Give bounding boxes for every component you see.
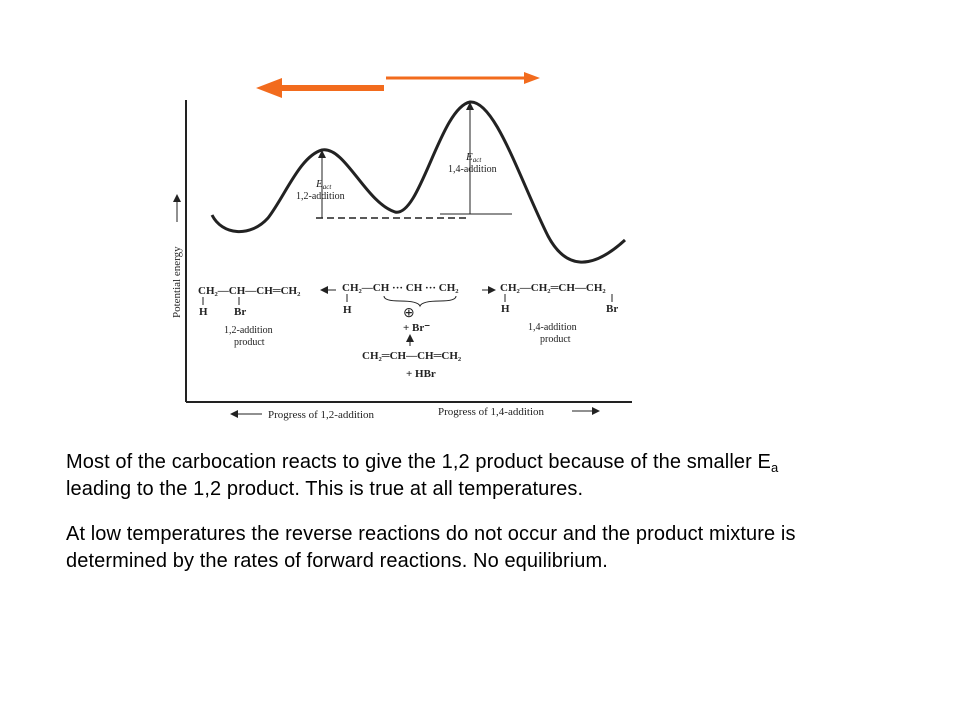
x-axis-right-label: Progress of 1,4-addition	[438, 406, 545, 418]
product-14-br: Br	[606, 303, 618, 315]
product-14-label-2: product	[540, 334, 571, 345]
explanation-paragraph-1: Most of the carbocation reacts to give t…	[66, 449, 846, 503]
reactant-formula: CH₂═CH—CH═CH₂	[362, 350, 462, 362]
bromide-ion: + Br⁻	[403, 322, 430, 334]
product-12-label-2: product	[234, 337, 265, 348]
product-14-formula: CH₂—CH₂═CH—CH₂	[500, 282, 606, 294]
product-12-h: H	[199, 306, 208, 318]
energy-curve	[210, 100, 627, 264]
reactant-hbr: + HBr	[406, 368, 436, 380]
para1-text-a: Most of the carbocation reacts to give t…	[66, 451, 771, 473]
y-axis-label: Potential energy	[171, 246, 183, 318]
barrier-12-label: 1,2-addition	[296, 191, 345, 202]
product-12-br: Br	[234, 306, 246, 318]
reverse-arrow	[256, 78, 384, 98]
product-14-h: H	[501, 303, 510, 315]
para1-text-b: leading to the 1,2 product. This is true…	[66, 478, 584, 500]
forward-arrow	[386, 72, 540, 84]
resonance-brace	[383, 295, 457, 308]
eact-14-symbol: Eact	[465, 151, 482, 164]
carbocation-formula: CH₂—CH ··· CH ··· CH₂	[342, 282, 459, 294]
product-12-formula: CH₂—CH—CH═CH₂	[198, 285, 301, 297]
carbocation-h: H	[343, 304, 352, 316]
product-12-label-1: 1,2-addition	[224, 325, 273, 336]
plus-charge: ⊕	[403, 306, 415, 321]
x-axis-left-label: Progress of 1,2-addition	[268, 409, 375, 421]
eact-12-symbol: Eact	[315, 178, 332, 191]
product-14-label-1: 1,4-addition	[528, 322, 577, 333]
barrier-14-label: 1,4-addition	[448, 164, 497, 175]
para1-subscript: a	[770, 460, 779, 475]
energy-diagram: Eact 1,2-addition Eact 1,4-addition Pote…	[171, 72, 632, 421]
explanation-paragraph-2: At low temperatures the reverse reaction…	[66, 523, 796, 572]
